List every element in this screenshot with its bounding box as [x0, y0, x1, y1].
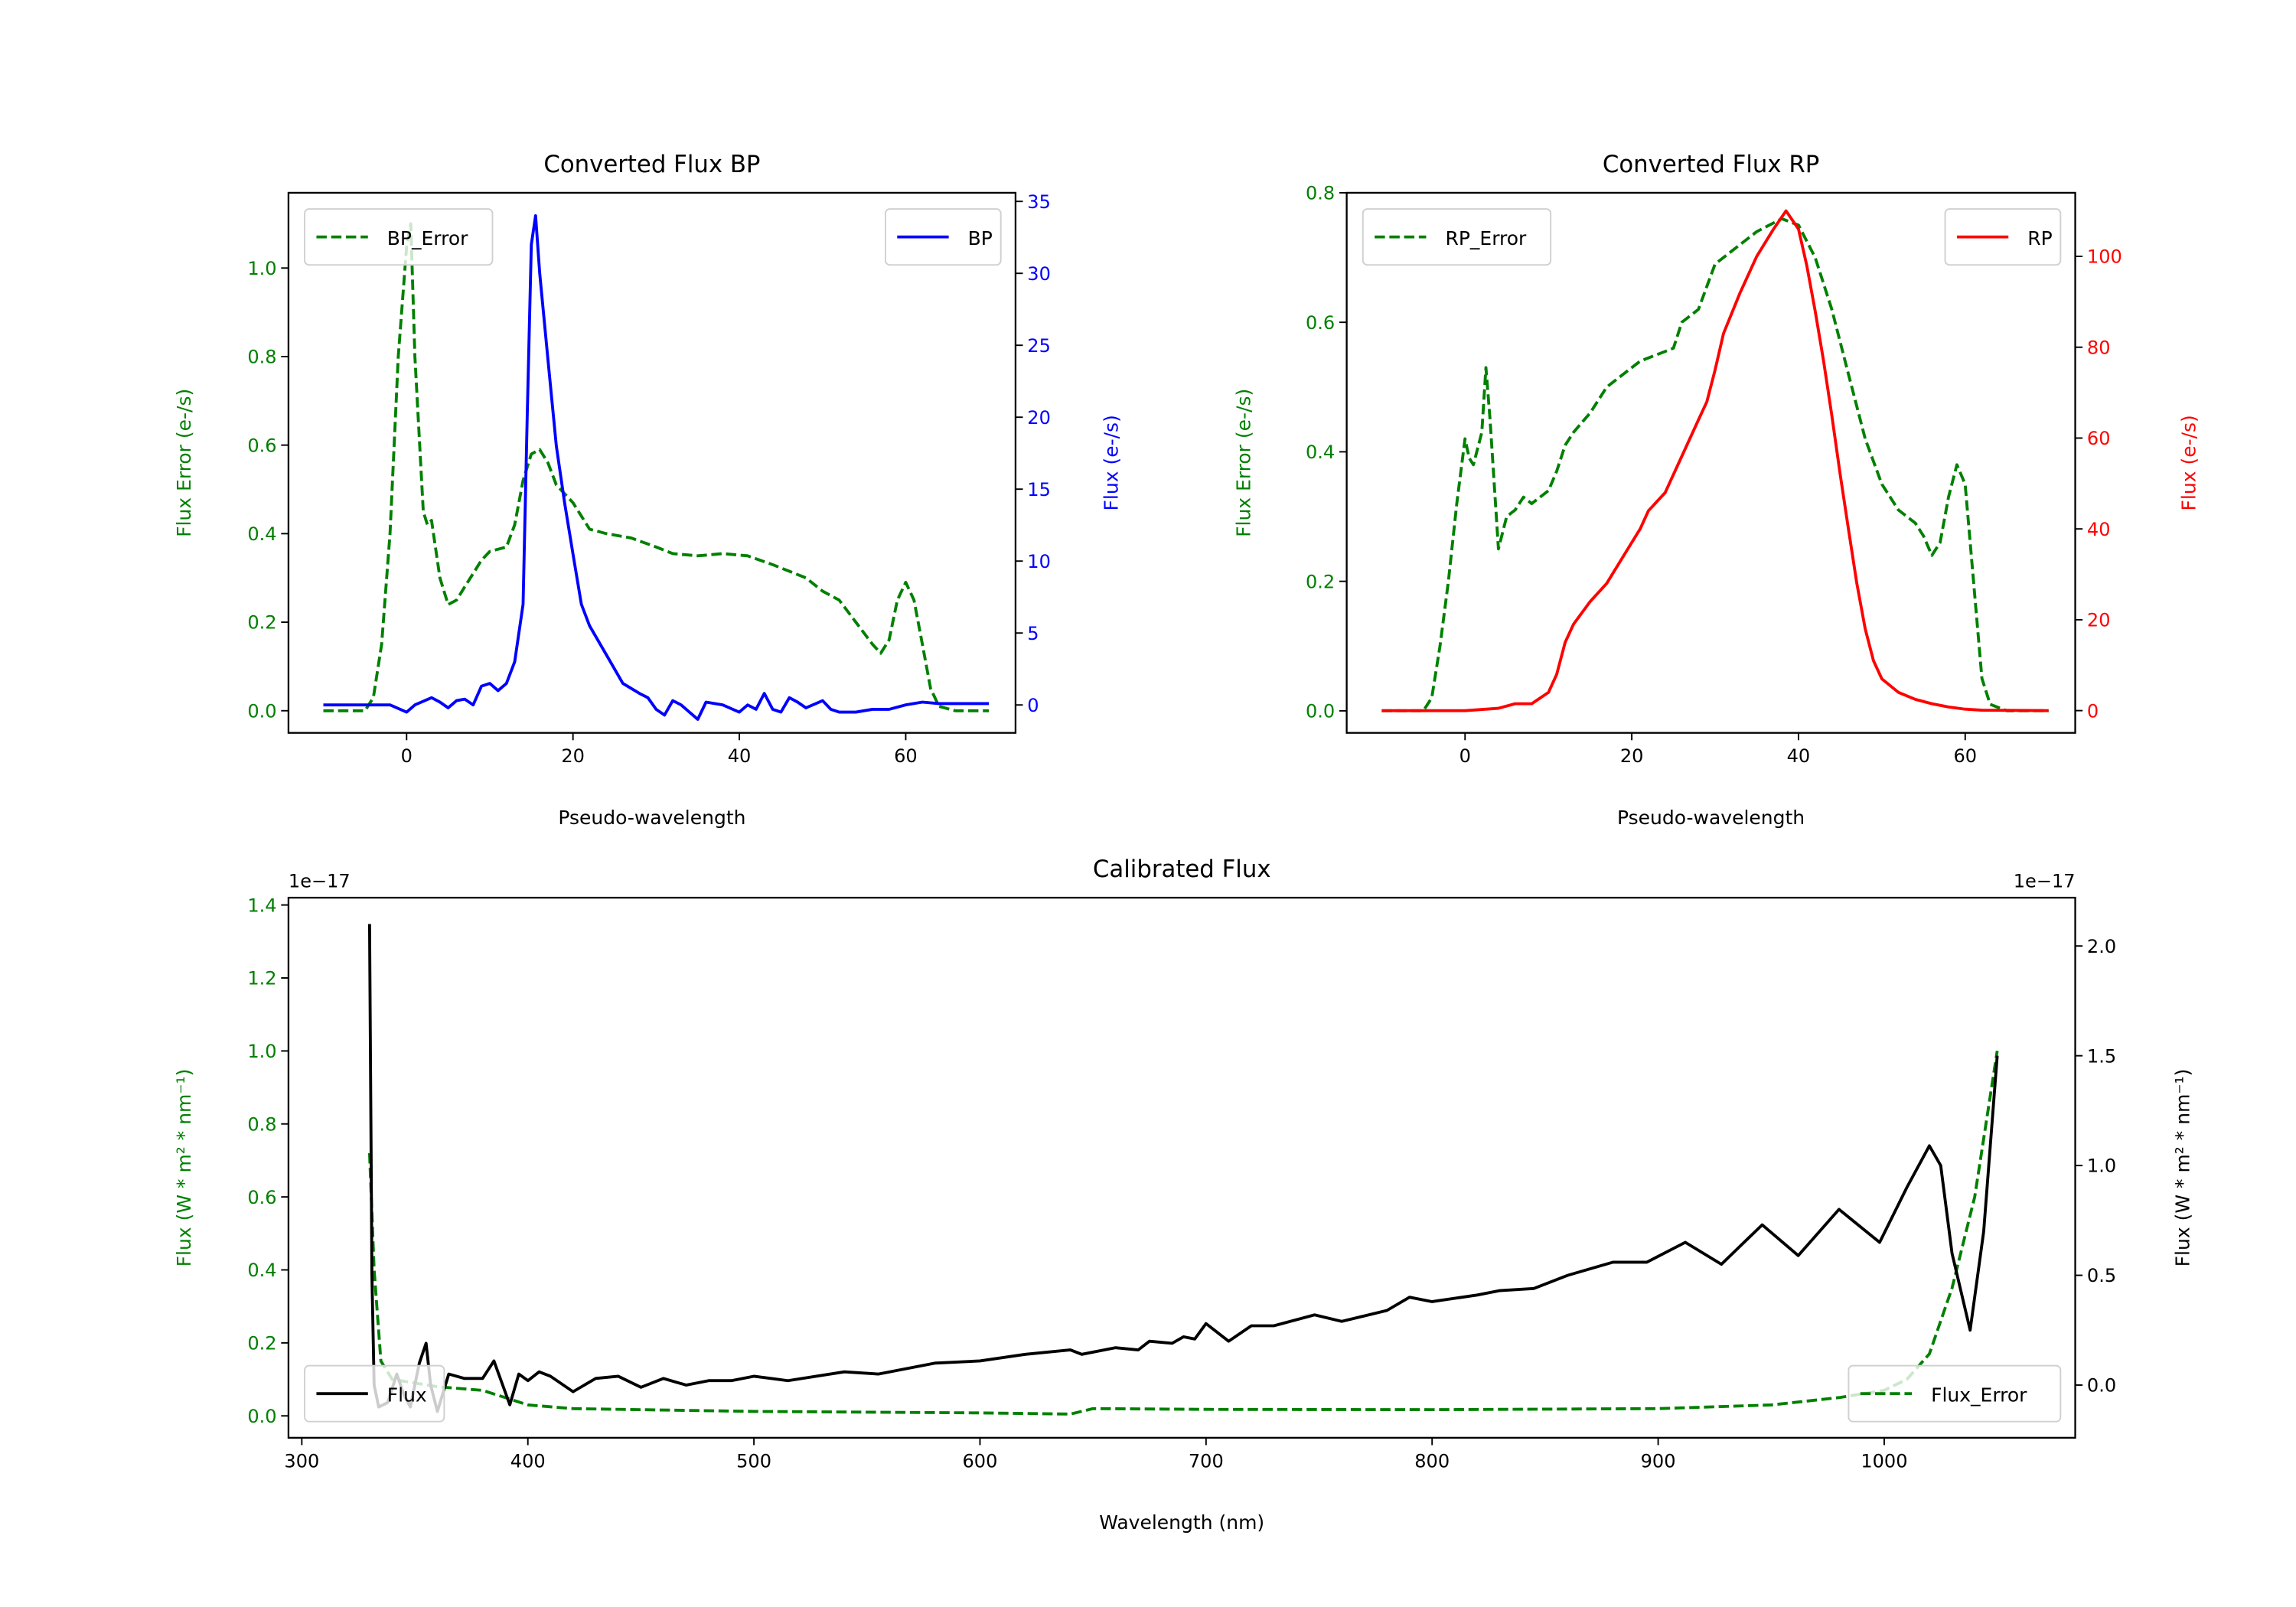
y-left-tick-label: 0.6 — [247, 435, 276, 456]
x-tick-label: 400 — [510, 1450, 546, 1472]
legend-bp: BP — [884, 208, 1002, 266]
y-right-tick-label: 1.5 — [2087, 1045, 2116, 1067]
y-left-axis-label: Flux Error (e-/s) — [173, 389, 195, 537]
legend-box — [1362, 208, 1552, 266]
x-tick-label: 300 — [284, 1450, 319, 1472]
legend-box — [1848, 1364, 2062, 1423]
legend-label: RP_Error — [1445, 227, 1527, 249]
y-right-axis-label: Flux (e-/s) — [1101, 415, 1123, 510]
series-line-bp-error — [323, 222, 990, 712]
y-left-tick-label: 1.0 — [247, 1041, 276, 1062]
y-right-axis-label: Flux (e-/s) — [2177, 415, 2200, 510]
legend-rp-error: RP_Error — [1362, 208, 1552, 266]
y-left-axis-label: Flux (W * m² * nm⁻¹) — [173, 1069, 195, 1267]
y-left-tick-label: 0.8 — [247, 347, 276, 368]
legend-box — [304, 208, 494, 266]
y-right-tick-label: 0.5 — [2087, 1265, 2116, 1286]
y-right-tick-label: 25 — [1027, 335, 1051, 357]
y-right-tick-label: 20 — [2087, 610, 2111, 631]
y-left-tick-label: 1.2 — [247, 968, 276, 989]
y-left-tick-label: 0.6 — [247, 1187, 276, 1208]
x-tick-label: 0 — [401, 745, 413, 767]
y-right-tick-label: 5 — [1027, 623, 1039, 644]
x-tick-label: 1000 — [1861, 1450, 1907, 1472]
x-tick-label: 0 — [1459, 745, 1471, 767]
legend-label: Flux_Error — [1931, 1384, 2027, 1407]
y-left-tick-label: 0.2 — [1306, 571, 1335, 592]
legend-label: Flux — [387, 1384, 427, 1407]
x-tick-label: 60 — [1953, 745, 1977, 767]
y-right-tick-label: 0 — [1027, 695, 1039, 716]
series-line-rp — [1381, 209, 2049, 712]
y-left-tick-label: 0.0 — [1306, 701, 1335, 722]
x-tick-label: 40 — [1787, 745, 1811, 767]
x-tick-label: 500 — [736, 1450, 771, 1472]
x-tick-label: 900 — [1641, 1450, 1676, 1472]
series-line-rp-error — [1381, 217, 2049, 712]
y-right-offset-text: 1e−17 — [2014, 871, 2076, 892]
y-right-tick-label: 20 — [1027, 407, 1051, 429]
axes-frame — [287, 191, 1017, 734]
y-right-tick-label: 30 — [1027, 263, 1051, 285]
y-right-tick-label: 100 — [2087, 246, 2122, 268]
subplot-3: 300 400 500 600 700 800 900 1000 0.0 0.2 0.4 0.6 0.8… — [173, 856, 2194, 1534]
axes-frame — [1345, 191, 2076, 734]
y-left-tick-label: 0.4 — [247, 523, 276, 545]
series-line-bp — [323, 214, 990, 721]
x-tick-label: 800 — [1414, 1450, 1450, 1472]
chart-title: Converted Flux RP — [1603, 151, 1819, 178]
legend-rp: RP — [1944, 208, 2062, 266]
x-tick-label: 60 — [894, 745, 918, 767]
legend-flux-error: Flux_Error — [1848, 1364, 2062, 1423]
y-left-tick-label: 0.6 — [1306, 312, 1335, 334]
subplot-2: 0 20 40 60 0.0 0.2 0.4 0.6 0.8 0 20 40 60 80 100 Conver… — [1233, 151, 2200, 829]
y-right-tick-label: 80 — [2087, 337, 2111, 358]
y-right-tick-label: 1.0 — [2087, 1156, 2116, 1177]
y-right-axis-label: Flux (W * m² * nm⁻¹) — [2172, 1069, 2194, 1267]
chart-title: Calibrated Flux — [1093, 856, 1271, 883]
y-left-offset-text: 1e−17 — [289, 871, 351, 892]
y-right-tick-label: 0.0 — [2087, 1375, 2116, 1397]
axes-frame — [287, 896, 2076, 1439]
y-right-tick-label: 60 — [2087, 428, 2111, 449]
y-right-tick-label: 40 — [2087, 519, 2111, 540]
legend-label: BP — [968, 227, 993, 249]
y-left-tick-label: 0.4 — [1306, 442, 1335, 463]
x-axis-label: Pseudo-wavelength — [1617, 807, 1805, 829]
y-right-tick-label: 10 — [1027, 551, 1051, 572]
y-right-tick-label: 35 — [1027, 191, 1051, 213]
y-left-tick-label: 0.8 — [247, 1113, 276, 1135]
y-left-tick-label: 1.0 — [247, 258, 276, 279]
y-left-tick-label: 0.8 — [1306, 183, 1335, 204]
y-right-tick-label: 0 — [2087, 700, 2099, 722]
x-tick-label: 20 — [561, 745, 585, 767]
x-axis-label: Wavelength (nm) — [1099, 1511, 1264, 1534]
y-left-tick-label: 0.2 — [247, 1333, 276, 1354]
legend-bp-error: BP_Error — [304, 208, 494, 266]
series-line-flux — [367, 924, 1999, 1413]
x-tick-label: 20 — [1620, 745, 1644, 767]
y-left-tick-label: 0.2 — [247, 612, 276, 634]
subplot-1: 0 20 40 60 0.0 0.2 0.4 0.6 0.8 1.0 0 5 10 15 20 25 30 35 C… — [173, 151, 1123, 829]
y-left-axis-label: Flux Error (e-/s) — [1233, 389, 1255, 537]
x-axis-label: Pseudo-wavelength — [558, 807, 745, 829]
legend-label: RP — [2027, 227, 2052, 249]
y-right-tick-label: 15 — [1027, 479, 1051, 500]
y-left-tick-label: 0.0 — [247, 1406, 276, 1427]
legend-box — [304, 1364, 445, 1423]
y-right-tick-label: 2.0 — [2087, 936, 2116, 957]
y-left-tick-label: 1.4 — [247, 895, 276, 916]
x-tick-label: 700 — [1189, 1450, 1224, 1472]
x-tick-label: 600 — [963, 1450, 998, 1472]
legend-label: BP_Error — [387, 227, 468, 249]
y-left-tick-label: 0.4 — [247, 1260, 276, 1281]
x-tick-label: 40 — [728, 745, 752, 767]
y-left-tick-label: 0.0 — [247, 700, 276, 722]
legend-flux: Flux — [304, 1364, 445, 1423]
chart-title: Converted Flux BP — [543, 151, 760, 178]
